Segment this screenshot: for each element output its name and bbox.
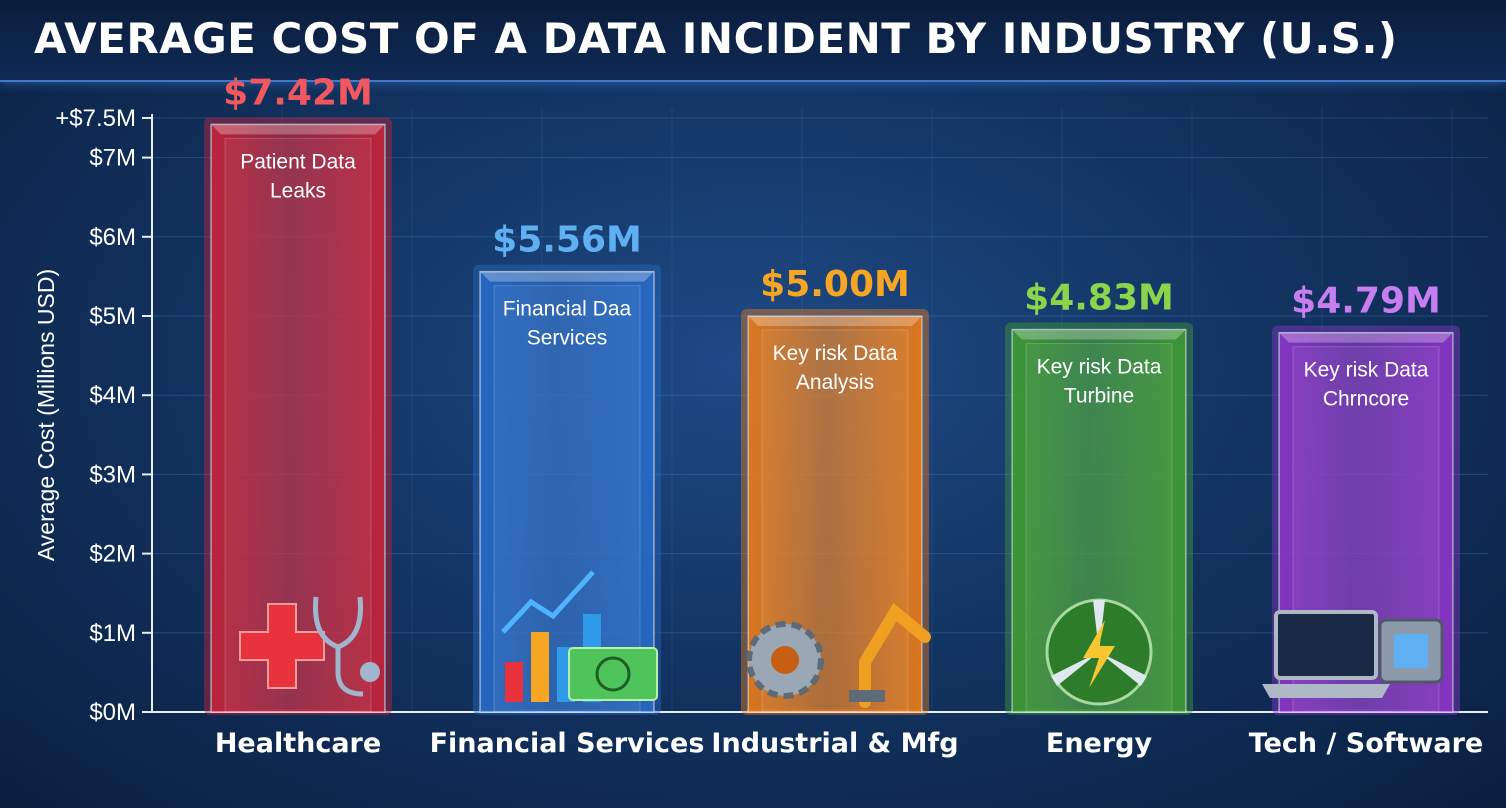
bar-annotation: Patient Data: [240, 150, 356, 173]
gear-robot-arm-icon: [746, 602, 931, 708]
y-tick-label: $3M: [89, 461, 136, 488]
medical-cross-stethoscope-icon: [239, 596, 380, 697]
x-category-label: Tech / Software: [1249, 728, 1483, 759]
bar-annotation: Analysis: [796, 371, 874, 394]
bar-value-label: $7.42M: [223, 72, 373, 113]
bars: [204, 117, 1460, 715]
x-category-label: Energy: [1046, 728, 1153, 759]
bar-bevel: [224, 137, 372, 713]
y-tick-label: $5M: [89, 303, 136, 330]
y-axis-title: Average Cost (Millions USD): [33, 269, 59, 561]
bar-healthcare: [210, 123, 386, 713]
y-axis: $0M $1M $2M $3M $4M $5M $6M $7M +$7.5M Average Co…: [33, 105, 1488, 726]
bar-annotation: Leaks: [270, 179, 326, 202]
bar-cap: [480, 271, 654, 282]
bar-annotation: Key risk Data: [773, 342, 898, 365]
chart-title: AVERAGE COST OF A DATA INCIDENT BY INDUS…: [34, 14, 1398, 63]
bar-cap: [1012, 329, 1186, 340]
y-tick-label: $2M: [89, 541, 136, 568]
bar-annotation: Services: [527, 327, 608, 350]
laptop-chip-icon: [1262, 610, 1444, 698]
bar-cap: [1279, 332, 1453, 343]
labels: $7.42M Patient Data Leaks Healthcare $5.56M F…: [215, 72, 1483, 759]
bar-annotation: Chrncore: [1323, 388, 1409, 411]
y-tick-label: $1M: [89, 620, 136, 647]
bar-value-label: $4.79M: [1291, 281, 1441, 322]
bar-cap: [211, 124, 385, 135]
x-category-label: Financial Services: [430, 728, 705, 759]
y-tick-label: +$7.5M: [55, 105, 136, 132]
bar-bevel: [493, 285, 641, 713]
x-category-label: Industrial & Mfg: [711, 728, 958, 759]
y-tick-label: $7M: [89, 145, 136, 172]
x-category-label: Healthcare: [215, 728, 381, 759]
bar-value-label: $4.83M: [1024, 277, 1174, 318]
bar-financial-services: [479, 270, 655, 713]
bar-value-label: $5.56M: [492, 220, 642, 261]
bar-annotation: Key risk Data: [1304, 359, 1429, 382]
title-bar: AVERAGE COST OF A DATA INCIDENT BY INDUS…: [0, 0, 1506, 82]
bar-annotation: Key risk Data: [1037, 355, 1162, 378]
wind-turbine-lightning-icon: [1045, 598, 1153, 706]
y-tick-label: $4M: [89, 382, 136, 409]
bar-value-label: $5.00M: [760, 264, 910, 305]
bar-annotation: Turbine: [1064, 384, 1134, 407]
bar-cap: [748, 316, 922, 326]
growth-chart-money-icon: [501, 570, 658, 702]
y-tick-label: $6M: [89, 224, 136, 251]
bar-annotation: Financial Daa: [503, 298, 632, 321]
y-tick-label: $0M: [89, 699, 136, 726]
